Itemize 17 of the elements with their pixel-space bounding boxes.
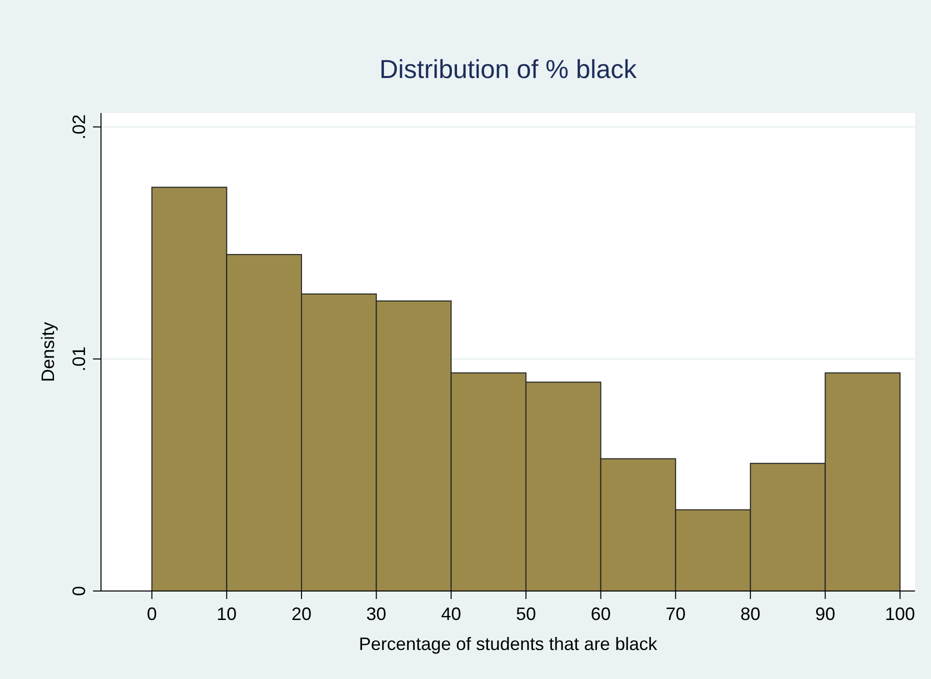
x-tick-label: 60 bbox=[590, 604, 611, 624]
x-tick-label: 20 bbox=[291, 604, 312, 624]
y-tick-label: 0 bbox=[69, 586, 89, 596]
y-tick-label: .02 bbox=[69, 114, 89, 140]
x-tick-label: 100 bbox=[885, 604, 916, 624]
x-tick-label: 10 bbox=[216, 604, 237, 624]
x-tick-label: 50 bbox=[516, 604, 536, 624]
x-tick-label: 30 bbox=[366, 604, 386, 624]
x-tick-label: 80 bbox=[740, 604, 760, 624]
y-axis-title: Density bbox=[38, 322, 58, 382]
x-tick-label: 70 bbox=[666, 604, 686, 624]
chart-title: Distribution of % black bbox=[379, 54, 638, 84]
x-axis-title: Percentage of students that are black bbox=[358, 634, 658, 654]
x-tick-label: 90 bbox=[815, 604, 836, 624]
x-tick-label: 0 bbox=[146, 604, 157, 624]
y-tick-label: .01 bbox=[69, 346, 89, 372]
x-tick-label: 40 bbox=[441, 604, 462, 624]
